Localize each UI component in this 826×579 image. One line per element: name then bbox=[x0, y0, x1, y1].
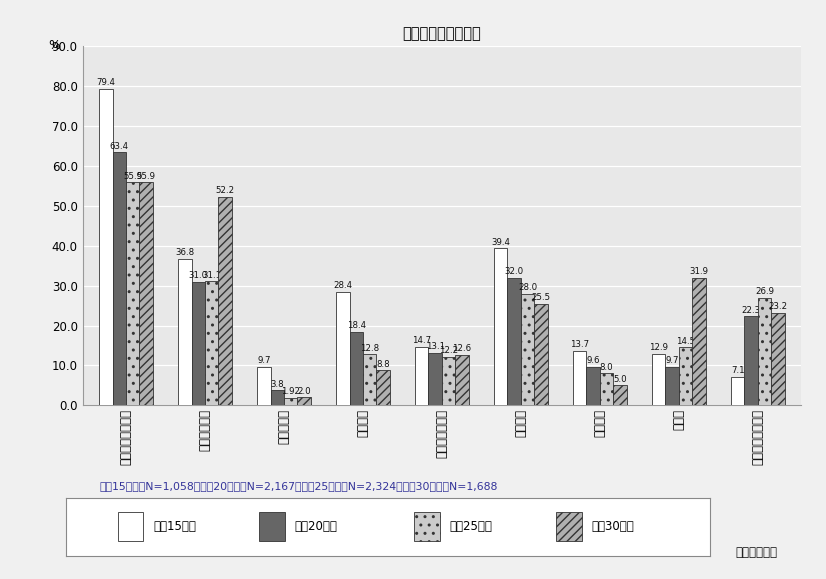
Bar bbox=[744, 316, 757, 405]
Bar bbox=[429, 353, 442, 405]
Bar bbox=[521, 294, 534, 405]
Bar bbox=[415, 347, 429, 405]
Bar bbox=[178, 258, 192, 405]
Text: 25.5: 25.5 bbox=[531, 293, 551, 302]
Text: 2.0: 2.0 bbox=[297, 387, 311, 395]
Text: 32.0: 32.0 bbox=[505, 267, 524, 276]
Bar bbox=[126, 182, 140, 405]
Text: 55.9: 55.9 bbox=[136, 172, 155, 181]
Text: 26.9: 26.9 bbox=[755, 287, 774, 296]
Y-axis label: %: % bbox=[48, 39, 59, 52]
Bar bbox=[192, 281, 205, 405]
Text: 18.4: 18.4 bbox=[347, 321, 366, 330]
Text: 55.9: 55.9 bbox=[123, 172, 142, 181]
Bar bbox=[600, 373, 613, 405]
Text: 平成30年度: 平成30年度 bbox=[591, 521, 634, 533]
Text: 7.1: 7.1 bbox=[731, 367, 744, 375]
Bar bbox=[205, 281, 218, 405]
Text: 63.4: 63.4 bbox=[110, 142, 129, 151]
Text: 12.9: 12.9 bbox=[649, 343, 668, 352]
FancyBboxPatch shape bbox=[414, 512, 439, 541]
FancyBboxPatch shape bbox=[556, 512, 582, 541]
FancyBboxPatch shape bbox=[259, 512, 285, 541]
Bar bbox=[455, 355, 469, 405]
Text: 31.0: 31.0 bbox=[188, 271, 208, 280]
Text: 3.8: 3.8 bbox=[270, 380, 284, 389]
Text: 31.9: 31.9 bbox=[690, 267, 709, 276]
Title: トラブルの発生状況: トラブルの発生状況 bbox=[402, 26, 482, 41]
Text: 8.0: 8.0 bbox=[600, 363, 614, 372]
Text: 平成15年度: 平成15年度 bbox=[153, 521, 196, 533]
Bar bbox=[336, 292, 349, 405]
Text: 39.4: 39.4 bbox=[491, 237, 510, 247]
Text: （重複回答）: （重複回答） bbox=[735, 546, 777, 559]
Text: 52.2: 52.2 bbox=[216, 186, 235, 196]
Text: 平成20年度: 平成20年度 bbox=[295, 521, 338, 533]
Bar bbox=[140, 182, 153, 405]
Text: 14.7: 14.7 bbox=[412, 336, 431, 345]
Bar bbox=[284, 398, 297, 405]
Text: 9.7: 9.7 bbox=[257, 356, 271, 365]
FancyBboxPatch shape bbox=[117, 512, 144, 541]
Bar bbox=[257, 367, 271, 405]
Bar bbox=[442, 357, 455, 405]
Text: 12.6: 12.6 bbox=[453, 345, 472, 353]
Bar bbox=[757, 298, 771, 405]
Text: 12.2: 12.2 bbox=[439, 346, 458, 355]
Text: 平成15年度：N=1,058　平成20年度：N=2,167　平成25年度：N=2,324　平成30年度：N=1,688: 平成15年度：N=1,058 平成20年度：N=2,167 平成25年度：N=2… bbox=[99, 481, 497, 491]
Text: 22.3: 22.3 bbox=[742, 306, 761, 315]
Bar bbox=[112, 152, 126, 405]
Bar bbox=[692, 278, 705, 405]
Bar bbox=[349, 332, 363, 405]
Text: 13.1: 13.1 bbox=[425, 342, 444, 351]
Text: 9.6: 9.6 bbox=[586, 357, 600, 365]
Bar bbox=[652, 354, 666, 405]
Bar bbox=[771, 313, 785, 405]
Bar bbox=[679, 347, 692, 405]
Bar bbox=[218, 197, 232, 405]
Bar bbox=[494, 248, 507, 405]
Text: 28.4: 28.4 bbox=[333, 281, 353, 291]
Bar bbox=[297, 397, 311, 405]
Text: 14.5: 14.5 bbox=[676, 337, 695, 346]
Bar bbox=[666, 367, 679, 405]
Text: 5.0: 5.0 bbox=[613, 375, 627, 384]
Bar bbox=[586, 367, 600, 405]
Text: 1.92: 1.92 bbox=[281, 387, 300, 396]
Text: 23.2: 23.2 bbox=[768, 302, 787, 311]
Text: 9.7: 9.7 bbox=[666, 356, 679, 365]
Bar bbox=[534, 303, 548, 405]
Bar bbox=[377, 370, 390, 405]
Bar bbox=[731, 377, 744, 405]
Bar bbox=[363, 354, 377, 405]
Text: 28.0: 28.0 bbox=[518, 283, 537, 292]
Text: 13.7: 13.7 bbox=[570, 340, 589, 349]
Bar bbox=[613, 386, 627, 405]
Bar bbox=[99, 89, 112, 405]
Bar bbox=[271, 390, 284, 405]
Text: 8.8: 8.8 bbox=[377, 360, 390, 369]
Bar bbox=[573, 351, 586, 405]
Bar bbox=[507, 278, 521, 405]
Text: 79.4: 79.4 bbox=[97, 78, 116, 87]
Text: 12.8: 12.8 bbox=[360, 344, 379, 353]
Text: 平成25年度: 平成25年度 bbox=[449, 521, 492, 533]
Text: 36.8: 36.8 bbox=[175, 248, 194, 257]
Text: 31.1: 31.1 bbox=[202, 270, 221, 280]
